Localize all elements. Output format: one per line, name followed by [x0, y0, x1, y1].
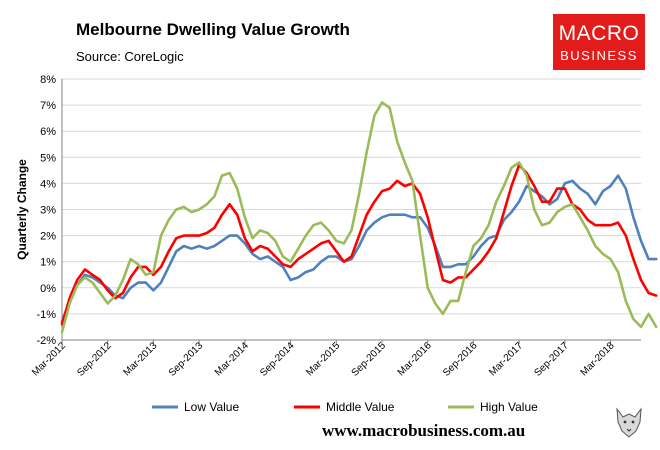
y-tick-label: 7%	[40, 100, 56, 112]
chart-subtitle: Source: CoreLogic	[76, 49, 184, 64]
wolf-icon	[616, 407, 642, 438]
x-tick-label: Sep-2016	[441, 340, 480, 379]
y-tick-label: 8%	[40, 74, 56, 86]
x-tick-label: Sep-2012	[75, 340, 114, 379]
y-tick-label: -2%	[36, 335, 56, 347]
x-tick-label: Mar-2013	[121, 340, 159, 378]
x-tick-label: Sep-2013	[167, 340, 206, 379]
logo-line-2: BUSINESS	[560, 48, 638, 63]
macro-business-logo: MACRO BUSINESS	[553, 14, 645, 70]
series-line-middle-value	[60, 163, 658, 326]
y-tick-label: -1%	[36, 309, 56, 321]
x-tick-label: Sep-2014	[258, 340, 297, 379]
chart-title: Melbourne Dwelling Value Growth	[76, 20, 350, 39]
y-tick-label: 3%	[40, 205, 56, 217]
y-tick-label: 6%	[40, 126, 56, 138]
x-tick-label: Sep-2015	[350, 340, 389, 379]
x-tick-label: Mar-2018	[579, 340, 617, 378]
logo-line-1: MACRO	[558, 22, 640, 45]
legend-label: High Value	[480, 400, 538, 414]
series-line-low-value	[60, 174, 658, 324]
x-tick-label: Mar-2014	[213, 340, 251, 378]
footer-url: www.macrobusiness.com.au	[322, 421, 526, 440]
legend-label: Low Value	[184, 400, 239, 414]
x-tick-label: Sep-2017	[532, 340, 571, 379]
y-tick-label: 5%	[40, 152, 56, 164]
series-line-high-value	[60, 101, 658, 334]
y-tick-label: 2%	[40, 231, 56, 243]
x-tick-label: Mar-2016	[396, 340, 434, 378]
legend-label: Middle Value	[326, 400, 395, 414]
y-axis-title: Quarterly Change	[15, 159, 29, 260]
x-tick-label: Mar-2015	[304, 340, 342, 378]
y-tick-label: 1%	[40, 257, 56, 269]
y-tick-label: 0%	[40, 283, 56, 295]
y-tick-label: 4%	[40, 178, 56, 190]
x-tick-label: Mar-2017	[487, 340, 525, 378]
